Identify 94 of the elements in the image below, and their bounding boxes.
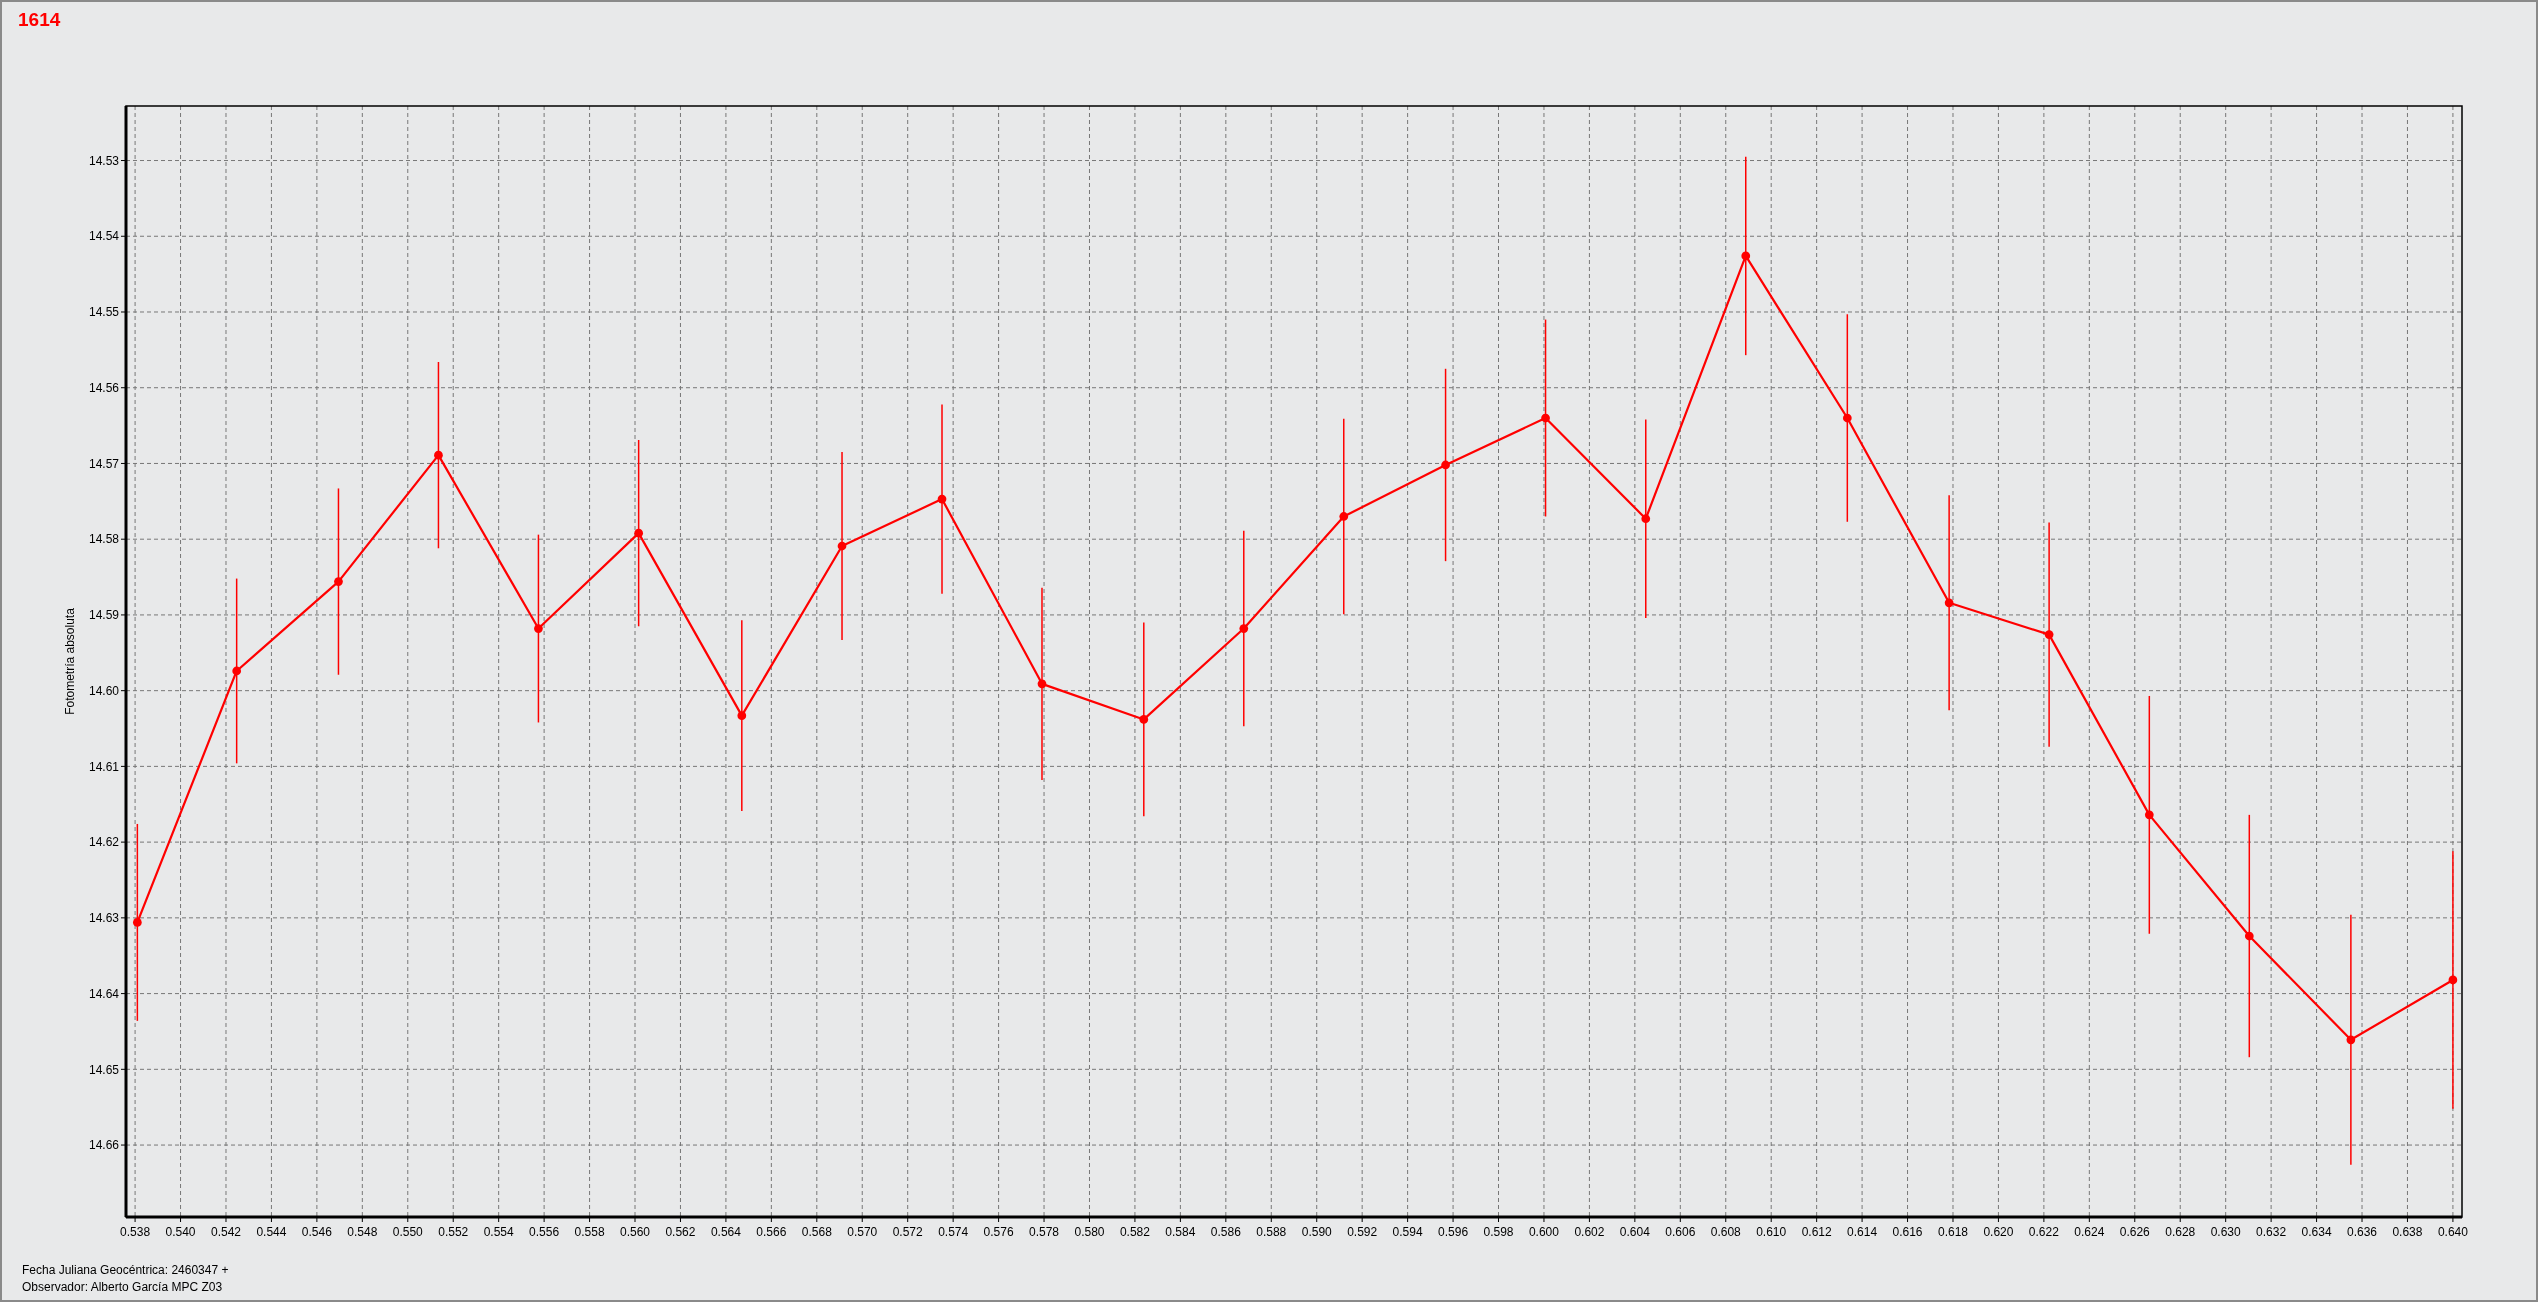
point (132, 918, 142, 927)
point (534, 624, 543, 633)
x-tick-label: 0.636 (2347, 1225, 2378, 1239)
x-tick-label: 0.552 (438, 1225, 469, 1239)
x-tick-label: 0.582 (1119, 1225, 1151, 1239)
x-tick-label: 0.608 (1710, 1225, 1742, 1239)
x-tick-label: 0.538 (120, 1225, 151, 1239)
point (232, 666, 242, 676)
y-tick-label: 14.64 (88, 986, 120, 1001)
x-tick-label: 0.624 (2074, 1225, 2105, 1239)
point (1441, 460, 1450, 470)
point (1944, 598, 1954, 608)
y-tick-label: 14.63 (88, 911, 120, 926)
y-tick-label: 14.58 (88, 532, 120, 547)
point (2448, 975, 2458, 985)
point (434, 450, 443, 460)
y-tick-label: 14.59 (88, 608, 120, 623)
x-tick-label: 0.572 (892, 1225, 924, 1239)
x-tick-label: 0.558 (574, 1225, 605, 1239)
point (334, 577, 343, 586)
x-tick-label: 0.548 (347, 1225, 378, 1239)
x-tick-label: 0.612 (1801, 1225, 1832, 1239)
x-tick-label: 0.580 (1074, 1225, 1105, 1239)
x-tick-label: 0.634 (2301, 1225, 2332, 1239)
point (1641, 514, 1651, 524)
point (937, 494, 947, 504)
point (1741, 251, 1751, 261)
point (737, 711, 747, 721)
point (1339, 512, 1349, 521)
point (1239, 624, 1249, 633)
point (2144, 810, 2154, 820)
point (2346, 1035, 2356, 1045)
x-tick-label: 0.618 (1937, 1225, 1969, 1239)
x-tick-label: 0.596 (1438, 1225, 1469, 1239)
y-tick-label: 14.53 (88, 153, 120, 168)
x-tick-label: 0.540 (165, 1225, 196, 1239)
y-tick-label: 14.55 (88, 305, 120, 320)
text: Fecha Juliana Geocéntrica: 2460347 + (22, 1263, 229, 1277)
x-tick-label: 0.556 (529, 1225, 560, 1239)
point (1541, 413, 1550, 423)
x-tick-label: 0.562 (665, 1225, 696, 1239)
point (1037, 679, 1047, 689)
x-tick-label: 0.598 (1483, 1225, 1514, 1239)
x-tick-label: 0.586 (1210, 1225, 1242, 1239)
x-tick-label: 0.628 (2165, 1225, 2196, 1239)
point (837, 541, 847, 551)
x-tick-label: 0.600 (1528, 1225, 1560, 1239)
x-tick-label: 0.632 (2256, 1225, 2287, 1239)
y-tick-label: 14.66 (88, 1138, 120, 1153)
x-tick-label: 0.568 (801, 1225, 833, 1239)
x-tick-label: 0.606 (1665, 1225, 1696, 1239)
x-tick-label: 0.630 (2210, 1225, 2242, 1239)
x-tick-label: 0.622 (2028, 1225, 2060, 1239)
y-tick-label: 14.54 (88, 229, 120, 244)
x-tick-label: 0.638 (2392, 1225, 2423, 1239)
text: Observador: Alberto García MPC Z03 (22, 1280, 223, 1294)
y-tick-label: 14.65 (88, 1062, 120, 1077)
x-tick-label: 0.592 (1347, 1225, 1378, 1239)
point (634, 528, 644, 538)
point (1842, 413, 1852, 423)
x-tick-label: 0.564 (710, 1225, 742, 1239)
x-tick-label: 0.588 (1256, 1225, 1287, 1239)
y-tick-label: 14.62 (88, 835, 120, 850)
x-tick-label: 0.604 (1619, 1225, 1651, 1239)
point (1139, 715, 1149, 724)
x-tick-label: 0.616 (1892, 1225, 1923, 1239)
y-axis-title: Fotometría absoluta (63, 607, 77, 715)
y-tick-label: 14.60 (88, 683, 120, 698)
point (2044, 630, 2054, 639)
x-tick-label: 0.544 (256, 1225, 287, 1239)
x-tick-label: 0.614 (1847, 1225, 1878, 1239)
x-tick-label: 0.620 (1983, 1225, 2014, 1239)
x-tick-label: 0.574 (938, 1225, 969, 1239)
x-tick-label: 0.610 (1756, 1225, 1787, 1239)
x-tick-label: 0.566 (756, 1225, 787, 1239)
x-tick-label: 0.550 (392, 1225, 424, 1239)
y-tick-label: 14.61 (88, 759, 120, 774)
point (2244, 931, 2254, 941)
x-tick-label: 0.590 (1301, 1225, 1333, 1239)
x-tick-label: 0.560 (620, 1225, 651, 1239)
y-tick-label: 14.56 (88, 380, 120, 395)
x-tick-label: 0.602 (1574, 1225, 1605, 1239)
x-tick-label: 0.554 (483, 1225, 515, 1239)
x-tick-label: 0.546 (301, 1225, 333, 1239)
chart-title: 1614 (18, 9, 61, 30)
y-tick-label: 14.57 (88, 456, 120, 471)
x-tick-label: 0.626 (2119, 1225, 2151, 1239)
x-tick-label: 0.542 (210, 1225, 242, 1239)
x-tick-label: 0.576 (983, 1225, 1014, 1239)
x-tick-label: 0.584 (1165, 1225, 1196, 1239)
x-tick-label: 0.570 (847, 1225, 878, 1239)
x-tick-label: 0.578 (1029, 1225, 1060, 1239)
x-tick-label: 0.594 (1392, 1225, 1423, 1239)
x-tick-label: 0.640 (2437, 1225, 2469, 1239)
